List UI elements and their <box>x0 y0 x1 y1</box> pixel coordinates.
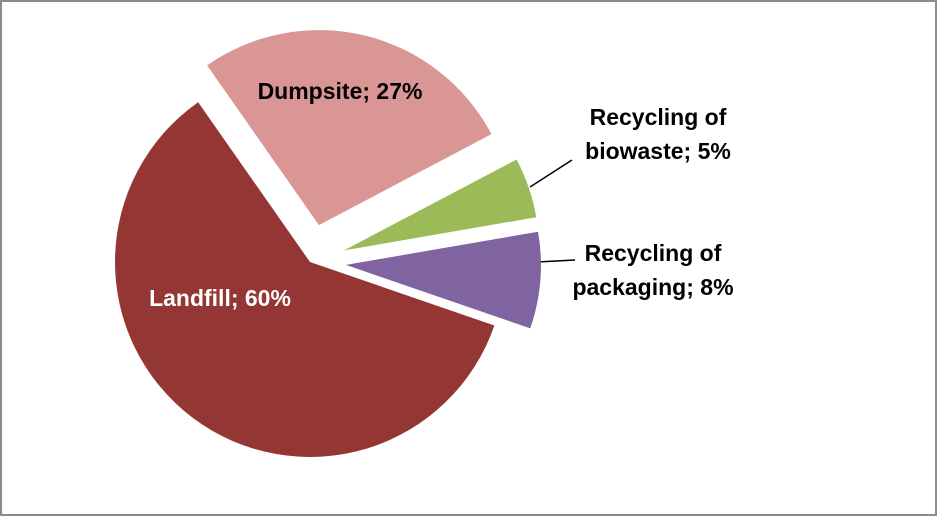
data-label: Recycling of packaging; 8% <box>572 240 734 300</box>
leader-line <box>536 259 576 263</box>
data-label: Recycling of biowaste; 5% <box>585 104 731 164</box>
pie-slice <box>207 30 492 226</box>
pie-slice <box>344 159 537 251</box>
data-label: Dumpsite; 27% <box>257 78 423 104</box>
pie-slice <box>115 102 495 457</box>
data-label: Landfill; 60% <box>149 285 291 311</box>
pie-slice <box>345 231 541 329</box>
leader-line <box>529 159 573 188</box>
